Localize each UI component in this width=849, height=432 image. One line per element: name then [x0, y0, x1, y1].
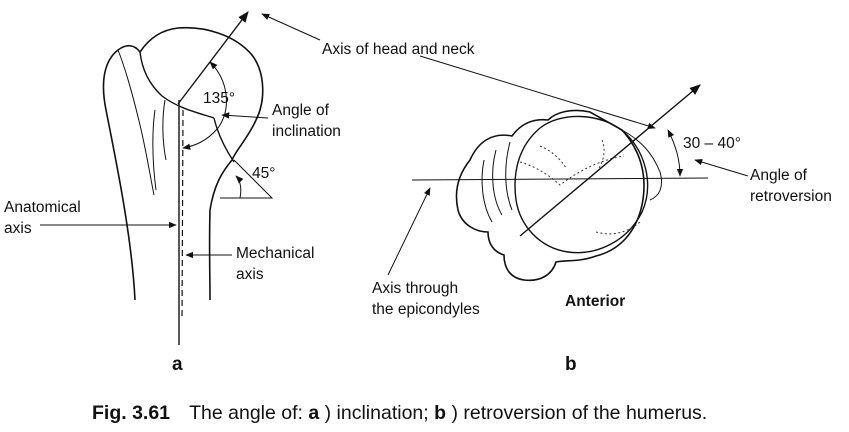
lesser-tub	[621, 129, 663, 201]
label-angle-45: 45°	[252, 165, 275, 182]
inclination-angle-arc	[182, 61, 227, 150]
tuberosity-line-3	[162, 99, 167, 161]
label-mechanical-2: axis	[236, 266, 264, 283]
panel-b-humerus-drawing	[455, 109, 663, 282]
label-angle-135: 135°	[203, 90, 235, 107]
retroversion-angle-arc	[667, 129, 684, 177]
label-angle-of-retroversion-2: retroversion	[750, 188, 832, 205]
label-axis-through-2: the epicondyles	[372, 301, 480, 318]
label-30-40: 30 – 40°	[683, 135, 741, 152]
caption-b: b	[434, 402, 446, 424]
leader-epicondyles	[387, 187, 431, 276]
caption-text-2: ) inclination;	[325, 402, 434, 424]
label-anatomical-2: axis	[4, 220, 32, 237]
caption-fig-number: Fig. 3.61	[92, 402, 170, 424]
dotted-contour-2	[539, 145, 567, 169]
panel-label-b: b	[565, 354, 577, 375]
caption-a: a	[308, 402, 319, 424]
humeral-head-circle	[514, 115, 649, 254]
ridge-3	[505, 141, 513, 211]
distal-outline	[455, 109, 645, 282]
label-axis-through-1: Axis through	[372, 280, 458, 297]
leader-inclination	[221, 112, 269, 119]
angle-45-arc	[235, 175, 244, 199]
label-angle-of-retroversion-1: Angle of	[750, 167, 808, 184]
caption-text-3: ) retroversion of the humerus.	[451, 402, 707, 424]
leader-axis-head-neck	[261, 13, 321, 41]
dotted-contour-3	[597, 139, 605, 171]
panel-label-a: a	[172, 354, 183, 375]
label-axis-head-neck: Axis of head and neck	[322, 41, 475, 58]
epicondylar-axis-line	[411, 177, 709, 181]
caption-text-1: The angle of:	[189, 402, 308, 424]
ridge-1	[481, 159, 493, 223]
ridge-2	[492, 149, 503, 216]
label-angle-of-inclination-1: Angle of	[272, 102, 330, 119]
label-mechanical-1: Mechanical	[236, 245, 314, 262]
leader-retroversion	[694, 159, 749, 177]
dotted-contour-1	[519, 155, 625, 186]
tuberosity-line-1	[117, 49, 155, 196]
head-neck-axis-line-b	[519, 84, 701, 237]
label-anatomical-1: Anatomical	[4, 199, 81, 216]
leader-axis-head-neck-b	[419, 55, 656, 129]
angle-45-triangle	[220, 159, 274, 199]
label-angle-of-inclination-2: inclination	[272, 123, 341, 140]
label-anterior: Anterior	[565, 293, 625, 310]
figure-caption: Fig. 3.61 The angle of: a ) inclination;…	[92, 402, 707, 424]
tuberosity-line-2	[152, 109, 157, 191]
